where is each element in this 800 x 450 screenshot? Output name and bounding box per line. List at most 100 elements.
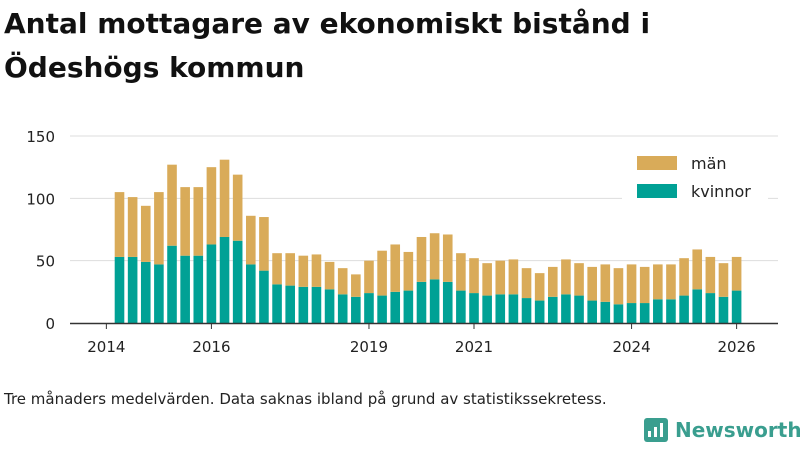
bar-man [167,164,177,246]
bar-kvinnor [521,298,532,323]
legend-label: kvinnor [691,182,751,201]
bar-kvinnor [167,245,177,323]
chart-title: Antal mottagare av ekonomiskt bistånd i … [4,7,651,84]
bar-kvinnor [114,256,125,323]
bar-man [140,205,151,262]
bar-man [705,256,716,294]
bar-man [219,159,230,237]
bar-man [364,260,374,294]
bar-kvinnor [731,290,742,323]
bar-man [324,261,335,290]
bar-man [469,258,479,294]
bar-kvinnor [718,296,729,323]
bar-man [298,255,309,287]
bar-kvinnor [219,236,230,323]
bar-kvinnor [259,270,269,323]
bar-man [653,264,663,300]
brand-logo[interactable]: Newsworthy [644,418,800,442]
bar-man [587,266,597,301]
bar-kvinnor [495,294,506,323]
bar-kvinnor [508,294,519,323]
x-tick-label: 2014 [87,338,125,356]
bar-man [206,167,217,245]
legend-swatch [637,156,677,170]
bar-man [114,192,125,257]
bar-kvinnor [403,290,414,323]
bar-kvinnor [390,291,401,323]
bar-kvinnor [639,303,650,323]
x-axis: 2014 2016 2019 2021 2024 2026 [70,322,778,356]
bar-chart-icon [644,418,668,442]
bar-kvinnor [653,299,663,323]
bar-kvinnor [285,285,295,323]
bar-kvinnor [154,264,164,323]
bar-kvinnor [626,303,637,323]
bar-man [718,263,729,297]
x-tick-label: 2024 [612,338,650,356]
bar-man [561,259,571,295]
bar-kvinnor [534,300,545,323]
bar-man [416,236,427,282]
bar-kvinnor [416,281,427,323]
bar-man [403,251,414,291]
bar-man [574,263,584,296]
bar-man [429,233,440,280]
bar-kvinnor [140,261,151,323]
bar-kvinnor [311,286,322,323]
bar-man [154,192,164,265]
bar-man [259,217,269,271]
y-tick-label: 0 [45,315,55,333]
bar-kvinnor [679,295,689,323]
bar-man [613,268,624,305]
bar-kvinnor [482,295,492,323]
bar-man [232,174,243,241]
bar-kvinnor [206,244,217,323]
bar-man [639,266,650,304]
x-tick-label: 2021 [455,338,493,356]
bar-man [508,259,519,295]
bar-kvinnor [613,304,624,323]
bar-man [482,263,492,296]
bar-kvinnor [692,289,703,323]
bar-kvinnor [272,284,282,323]
bar-man [600,264,611,302]
bar-man [337,268,348,295]
x-tick-label: 2019 [350,338,388,356]
x-tick-label: 2026 [718,338,756,356]
bar-kvinnor [232,240,243,323]
bar-man [442,234,453,282]
bar-kvinnor [246,264,256,323]
bar-kvinnor [469,293,479,323]
legend-swatch [637,184,677,198]
y-tick-label: 150 [26,128,55,146]
bar-man [377,250,387,296]
bar-kvinnor [600,301,611,323]
bar-man [666,264,676,300]
bars [114,159,742,323]
x-tick-label: 2016 [192,338,230,356]
bar-man [495,260,506,295]
bar-man [285,253,295,286]
bar-kvinnor [337,294,348,323]
bar-man [246,215,256,265]
bar-kvinnor [705,293,716,323]
bar-kvinnor [547,296,558,323]
bar-man [127,197,138,257]
y-axis: 0 50 100 150 [26,128,55,333]
bar-kvinnor [561,294,571,323]
bar-man [456,253,466,291]
bar-kvinnor [193,255,204,323]
bar-kvinnor [442,281,453,323]
bar-kvinnor [180,255,190,323]
legend-label: män [691,154,727,173]
bar-kvinnor [456,290,466,323]
bar-kvinnor [574,295,584,323]
bar-kvinnor [324,289,335,323]
bar-man [626,264,637,304]
bar-kvinnor [429,279,440,323]
bar-kvinnor [377,295,387,323]
brand-name: Newsworthy [675,418,800,442]
bar-man [521,268,532,299]
bar-kvinnor [666,299,676,323]
bar-man [679,258,689,296]
